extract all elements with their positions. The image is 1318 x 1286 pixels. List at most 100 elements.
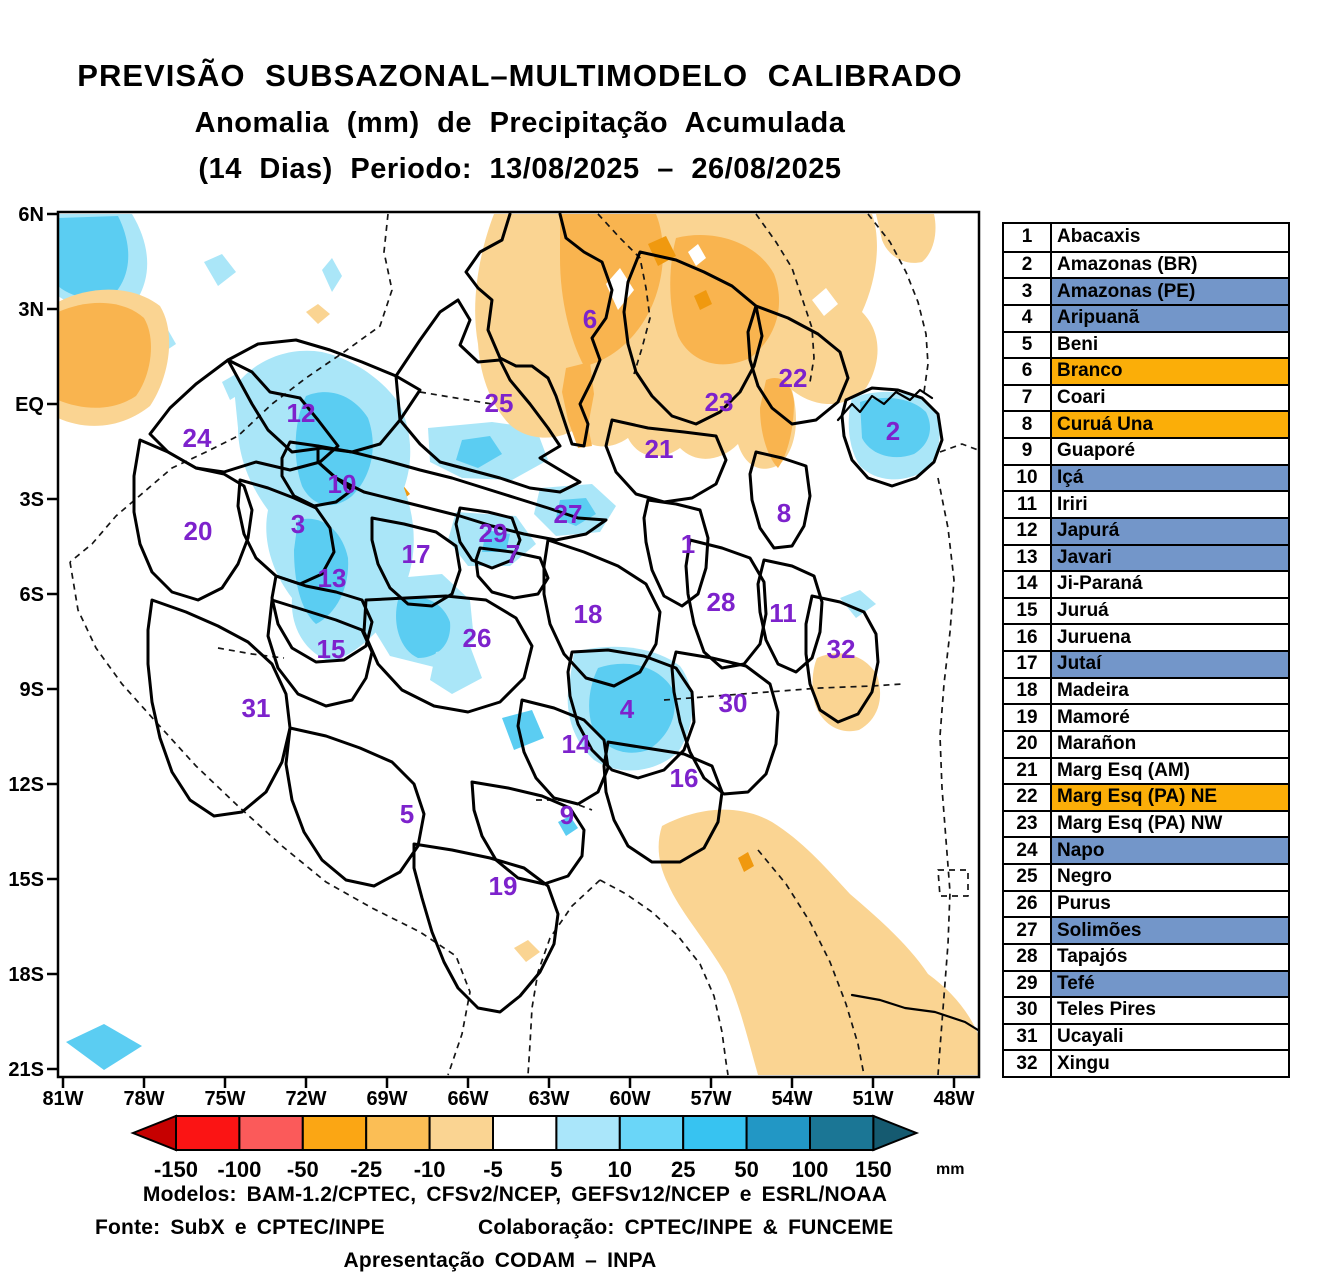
legend-row: 28 Tapajós (1004, 942, 1288, 970)
colorbar-segment (238, 1115, 304, 1151)
colorbar-unit-label: mm (936, 1161, 964, 1178)
basin-number-label: 7 (506, 539, 520, 569)
basin-number-label: 17 (402, 539, 431, 569)
legend-row: 2 Amazonas (BR) (1004, 250, 1288, 278)
legend-row-number: 10 (1004, 465, 1052, 491)
legend-row: 11 Iriri (1004, 490, 1288, 517)
legend-row-name: Marañon (1052, 731, 1288, 757)
title-block: PREVISÃO SUBSAZONAL–MULTIMODELO CALIBRAD… (0, 52, 1040, 192)
basin-number-label: 9 (560, 800, 574, 830)
basin-number-label: 28 (707, 587, 736, 617)
basin-number-label: 23 (705, 387, 734, 417)
colorbar-segment (301, 1115, 368, 1151)
legend-row: 8 Curuá Una (1004, 410, 1288, 437)
basin-number-label: 21 (645, 434, 674, 464)
colorbar-tick-label: -150 (154, 1157, 198, 1180)
footer-source: Fonte: SubX e CPTEC/INPE (95, 1216, 385, 1239)
legend-row-number: 4 (1004, 305, 1052, 331)
legend-row-number: 28 (1004, 944, 1052, 970)
legend-row-number: 12 (1004, 518, 1052, 544)
y-tick-label: 3N (18, 299, 44, 321)
legend-row-name: Napo (1052, 838, 1288, 863)
legend-row-name: Madeira (1052, 678, 1288, 704)
basin-number-label: 12 (287, 398, 316, 428)
basin-labels: 1234567891011121314151617181920212223242… (183, 304, 901, 901)
legend-row-number: 5 (1004, 332, 1052, 358)
footer-presentation: Apresentação CODAM – INPA (343, 1249, 657, 1272)
legend-row: 15 Juruá (1004, 596, 1288, 624)
basin-number-label: 30 (719, 688, 748, 718)
basin-number-label: 3 (291, 509, 305, 539)
legend-row: 14 Ji-Paraná (1004, 570, 1288, 597)
legend-row: 7 Coari (1004, 383, 1288, 411)
basin-number-label: 2 (886, 416, 900, 446)
colorbar-segment (555, 1115, 621, 1151)
legend-row-name: Solimões (1052, 918, 1288, 943)
legend-row: 23 Marg Esq (PA) NW (1004, 809, 1288, 837)
basin-number-label: 19 (489, 871, 518, 901)
basin-number-label: 24 (183, 423, 212, 453)
colorbar-segment (745, 1115, 811, 1151)
legend-row-name: Tapajós (1052, 944, 1288, 970)
legend-row-number: 29 (1004, 971, 1052, 997)
legend-row: 4 Aripuanã (1004, 303, 1288, 331)
y-tick-label: EQ (15, 394, 44, 416)
legend-row-name: Mamoré (1052, 705, 1288, 730)
legend-row-number: 21 (1004, 758, 1052, 784)
anomaly-patches (58, 214, 978, 1075)
footer-collaboration: Colaboração: CPTEC/INPE & FUNCEME (478, 1216, 894, 1239)
legend-row-name: Amazonas (PE) (1052, 279, 1288, 304)
basin-number-label: 10 (328, 469, 357, 499)
legend-row: 30 Teles Pires (1004, 996, 1288, 1023)
basin-number-label: 14 (562, 729, 591, 759)
legend-row-number: 6 (1004, 359, 1052, 384)
legend-row-number: 9 (1004, 439, 1052, 464)
y-tick-label: 3S (20, 489, 44, 511)
legend-row-number: 19 (1004, 705, 1052, 730)
legend-row-name: Coari (1052, 385, 1288, 411)
colorbar-tick-label: 100 (792, 1157, 829, 1180)
basin-number-label: 32 (827, 634, 856, 664)
legend-row: 19 Mamoré (1004, 703, 1288, 730)
legend-row: 29 Tefé (1004, 969, 1288, 997)
legend-row-name: Abacaxis (1052, 224, 1288, 251)
legend-row-name: Marg Esq (PA) NE (1052, 785, 1288, 810)
legend-row-name: Marg Esq (PA) NW (1052, 811, 1288, 837)
x-tick-label: 72W (285, 1088, 326, 1110)
legend-row: 24 Napo (1004, 836, 1288, 863)
colorbar: -150 -100 -50 -25 -10 -5 5 10 25 50 100 150 mm (130, 1114, 964, 1180)
x-tick-label: 60W (609, 1088, 650, 1110)
y-tick-label: 6S (20, 584, 44, 606)
footer-models: Modelos: BAM-1.2/CPTEC, CFSv2/NCEP, GEFS… (142, 1183, 888, 1206)
legend-row-name: Iriri (1052, 492, 1288, 517)
y-tick-label: 12S (8, 774, 44, 796)
legend-row: 21 Marg Esq (AM) (1004, 756, 1288, 784)
legend-row-number: 27 (1004, 918, 1052, 943)
legend-row-name: Branco (1052, 359, 1288, 384)
colorbar-segment (809, 1115, 875, 1151)
map-frame (56, 210, 981, 1079)
legend-row-name: Xingu (1052, 1051, 1288, 1076)
x-tick-label: 81W (42, 1088, 83, 1110)
legend-row-name: Teles Pires (1052, 998, 1288, 1023)
legend-row-name: Negro (1052, 865, 1288, 890)
legend-row-name: Javari (1052, 545, 1288, 571)
colorbar-tick-label: 10 (608, 1157, 632, 1180)
basin-number-label: 11 (769, 598, 797, 628)
page-period: (14 Dias) Periodo: 13/08/2025 – 26/08/20… (198, 153, 842, 185)
x-tick-label: 54W (771, 1088, 812, 1110)
legend-row-number: 14 (1004, 572, 1052, 597)
colorbar-segment (492, 1115, 558, 1151)
colorbar-tick-label: 5 (550, 1157, 562, 1180)
legend-row: 16 Juruena (1004, 623, 1288, 650)
colorbar-segment (175, 1115, 241, 1151)
legend-row: 13 Javari (1004, 543, 1288, 571)
legend-row: 27 Solimões (1004, 916, 1288, 943)
legend-row: 22 Marg Esq (PA) NE (1004, 783, 1288, 810)
legend-row-number: 18 (1004, 678, 1052, 704)
legend-row-name: Aripuanã (1052, 305, 1288, 331)
basin-number-label: 27 (554, 499, 583, 529)
colorbar-right-arrow (872, 1114, 920, 1152)
basin-number-label: 26 (463, 623, 492, 653)
